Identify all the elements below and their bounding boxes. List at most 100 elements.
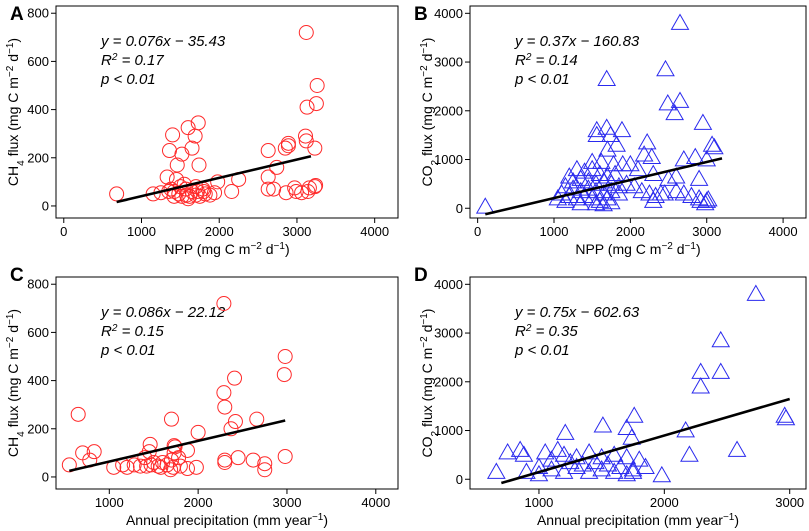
- y-axis-label: CH4 flux (mg C m−2 d−1): [5, 309, 27, 457]
- data-point: [548, 440, 568, 457]
- data-point: [563, 171, 583, 189]
- data-point: [623, 462, 643, 479]
- data-point: [579, 462, 599, 479]
- data-point: [642, 147, 662, 164]
- x-axis-label: Annual precipitation (mm year−1): [537, 512, 739, 529]
- x-tick-label: 4000: [360, 224, 389, 239]
- panel-label: D: [414, 265, 428, 286]
- data-point: [727, 440, 747, 457]
- data-point: [636, 457, 655, 474]
- x-tick-label: 1000: [95, 495, 124, 510]
- data-point: [188, 459, 204, 475]
- data-point: [609, 176, 629, 194]
- panel-a: A 0 1000 2000 3000 4000 0 200 400 600 800 NPP (mg C…: [5, 4, 399, 257]
- x-tick-label: 0: [60, 224, 67, 239]
- data-point: [510, 440, 530, 457]
- data-point: [163, 452, 179, 468]
- data-point: [529, 457, 549, 474]
- data-point: [601, 192, 621, 210]
- data-point: [174, 146, 190, 162]
- data-point: [698, 189, 718, 207]
- data-point: [126, 457, 142, 473]
- data-point: [702, 135, 722, 152]
- data-point: [308, 177, 324, 193]
- data-point: [656, 59, 675, 77]
- data-point: [223, 421, 239, 437]
- data-point: [604, 445, 624, 462]
- regression-line: [116, 155, 312, 204]
- y-tick-label: 600: [27, 325, 49, 340]
- data-points: [475, 13, 724, 214]
- data-point: [665, 103, 685, 121]
- plot-frame: [469, 276, 807, 490]
- data-point: [567, 188, 587, 206]
- data-points: [109, 25, 325, 207]
- regression-line: [69, 419, 286, 473]
- data-point: [617, 464, 637, 482]
- y-tick-label: 4000: [434, 277, 463, 292]
- data-points: [61, 296, 293, 478]
- data-point: [691, 377, 711, 394]
- x-tick-label: 0: [474, 224, 481, 239]
- data-point: [632, 181, 652, 199]
- data-point: [260, 181, 276, 197]
- data-point: [216, 296, 232, 311]
- data-point: [689, 169, 709, 186]
- data-point: [776, 408, 796, 426]
- data-point: [559, 167, 579, 184]
- y-tick-label: 3000: [434, 55, 463, 70]
- data-point: [143, 457, 159, 473]
- regression-equation: y = 0.37x − 160.83: [514, 33, 640, 50]
- data-point: [705, 137, 724, 155]
- y-tick-label: 800: [27, 6, 49, 21]
- data-point: [163, 181, 179, 197]
- data-point: [586, 174, 606, 191]
- regression-equation: y = 0.086x − 22.12: [100, 304, 226, 321]
- data-point: [260, 143, 276, 159]
- data-point: [163, 411, 179, 427]
- data-point: [582, 159, 602, 177]
- x-axis-label: NPP (mg C m−2 d−1): [164, 241, 289, 258]
- data-point: [621, 154, 640, 172]
- panel-d: D 1000 2000 3000 0 1000 2000 3000 4000 Annual pre…: [414, 265, 807, 529]
- data-point: [257, 456, 273, 472]
- data-point: [643, 191, 663, 208]
- x-tick-label: 4000: [769, 224, 798, 239]
- x-tick-label: 4000: [361, 495, 390, 510]
- data-point: [697, 150, 717, 167]
- data-point: [184, 140, 200, 156]
- data-point: [587, 120, 607, 138]
- y-tick-label: 800: [27, 277, 49, 292]
- data-point: [517, 462, 536, 479]
- x-tick-label: 1000: [540, 224, 569, 239]
- y-tick-label: 4000: [434, 6, 463, 21]
- data-point: [277, 349, 293, 364]
- data-point: [594, 194, 613, 212]
- data-point: [604, 154, 623, 172]
- data-point: [109, 186, 125, 202]
- plot-frame: [55, 276, 399, 490]
- data-point: [298, 128, 314, 144]
- r-squared: R2 = 0.35: [515, 323, 578, 341]
- y-tick-label: 600: [27, 54, 49, 69]
- data-point: [86, 444, 102, 460]
- data-point: [299, 99, 315, 115]
- regression-equation: y = 0.076x − 35.43: [100, 33, 226, 50]
- data-point: [624, 176, 644, 194]
- x-axis-label: Annual precipitation (mm year−1): [126, 512, 328, 529]
- x-tick-label: 3000: [282, 224, 311, 239]
- data-point: [180, 191, 196, 207]
- data-point: [227, 414, 243, 430]
- data-point: [498, 442, 517, 460]
- data-point: [617, 447, 637, 465]
- data-point: [308, 96, 324, 112]
- data-point: [628, 159, 648, 177]
- data-point: [775, 406, 795, 423]
- x-tick-label: 3000: [273, 495, 302, 510]
- regression-line: [484, 157, 723, 216]
- data-point: [227, 370, 243, 386]
- data-point: [187, 128, 203, 144]
- data-point: [571, 193, 591, 211]
- y-tick-label: 0: [456, 472, 463, 487]
- data-point: [514, 445, 534, 462]
